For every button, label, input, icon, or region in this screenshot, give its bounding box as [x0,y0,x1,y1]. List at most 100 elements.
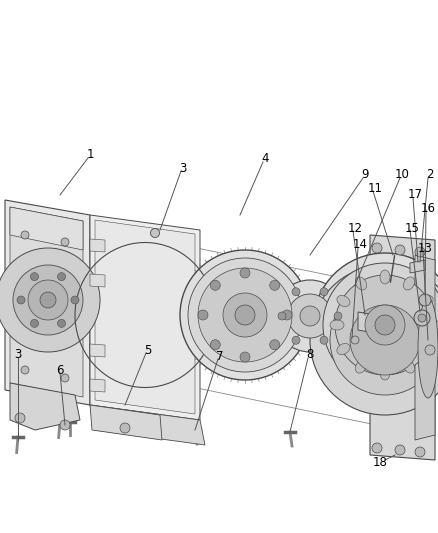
Polygon shape [415,255,435,440]
Circle shape [425,345,435,355]
Text: 17: 17 [407,189,423,201]
Circle shape [292,336,300,344]
Circle shape [31,272,39,280]
Circle shape [71,296,79,304]
Circle shape [0,248,100,352]
Circle shape [278,312,286,320]
Polygon shape [10,207,83,397]
Circle shape [372,443,382,453]
Circle shape [21,231,29,239]
Text: 7: 7 [216,350,224,362]
Circle shape [323,263,438,387]
Circle shape [61,238,69,246]
Circle shape [188,258,302,372]
Circle shape [120,423,130,433]
Circle shape [372,243,382,253]
Ellipse shape [403,277,415,290]
Circle shape [415,247,425,257]
Ellipse shape [420,295,433,306]
Circle shape [310,265,438,415]
Ellipse shape [380,366,390,380]
Text: 11: 11 [367,182,382,195]
Circle shape [334,312,342,320]
Circle shape [223,293,267,337]
Circle shape [240,268,250,278]
Circle shape [210,340,220,350]
Circle shape [350,305,420,375]
Polygon shape [90,405,162,440]
Polygon shape [410,260,425,273]
Circle shape [335,275,435,375]
Circle shape [292,288,300,296]
Circle shape [300,306,320,326]
Circle shape [330,285,438,395]
Circle shape [270,280,280,290]
Circle shape [198,310,208,320]
Text: 3: 3 [14,349,22,361]
Circle shape [274,280,346,352]
Text: 5: 5 [144,343,152,357]
Circle shape [235,305,255,325]
Polygon shape [10,207,83,250]
Circle shape [240,352,250,362]
Circle shape [419,294,431,306]
Circle shape [351,336,359,344]
Circle shape [415,447,425,457]
Text: 12: 12 [347,222,363,235]
Circle shape [13,265,83,335]
Ellipse shape [380,270,390,284]
Circle shape [198,268,292,362]
Circle shape [282,310,292,320]
Text: 9: 9 [361,168,369,182]
Ellipse shape [403,360,415,373]
Text: 18: 18 [373,456,388,469]
Circle shape [31,319,39,327]
Circle shape [395,245,405,255]
Circle shape [210,280,220,290]
Circle shape [395,445,405,455]
Ellipse shape [337,295,350,306]
Circle shape [15,413,25,423]
Polygon shape [90,344,105,357]
Polygon shape [5,200,90,405]
Ellipse shape [420,343,433,354]
Circle shape [288,294,332,338]
Circle shape [180,250,310,380]
Circle shape [414,310,430,326]
Circle shape [320,336,328,344]
Ellipse shape [426,320,438,330]
Circle shape [60,420,70,430]
Circle shape [418,314,426,322]
Polygon shape [10,383,80,430]
Polygon shape [90,274,105,287]
Circle shape [270,340,280,350]
Circle shape [17,296,25,304]
Circle shape [320,288,328,296]
Polygon shape [90,215,200,420]
Ellipse shape [355,277,367,290]
Polygon shape [370,235,435,460]
Polygon shape [90,405,205,445]
Circle shape [61,374,69,382]
Text: 15: 15 [405,222,420,235]
Polygon shape [358,312,375,333]
Text: 14: 14 [353,238,367,252]
Ellipse shape [355,360,367,373]
Text: 2: 2 [426,168,434,182]
Ellipse shape [337,343,350,354]
Text: 1: 1 [86,149,94,161]
Text: 10: 10 [395,168,410,182]
Text: 13: 13 [417,241,432,254]
Circle shape [375,315,395,335]
Text: 4: 4 [261,151,269,165]
Text: 16: 16 [420,201,435,214]
Circle shape [313,253,438,397]
Text: 3: 3 [179,161,187,174]
Circle shape [21,366,29,374]
Polygon shape [90,239,105,252]
Ellipse shape [330,320,344,330]
Polygon shape [95,220,195,414]
Circle shape [57,319,66,327]
Text: 8: 8 [306,349,314,361]
Circle shape [40,292,56,308]
